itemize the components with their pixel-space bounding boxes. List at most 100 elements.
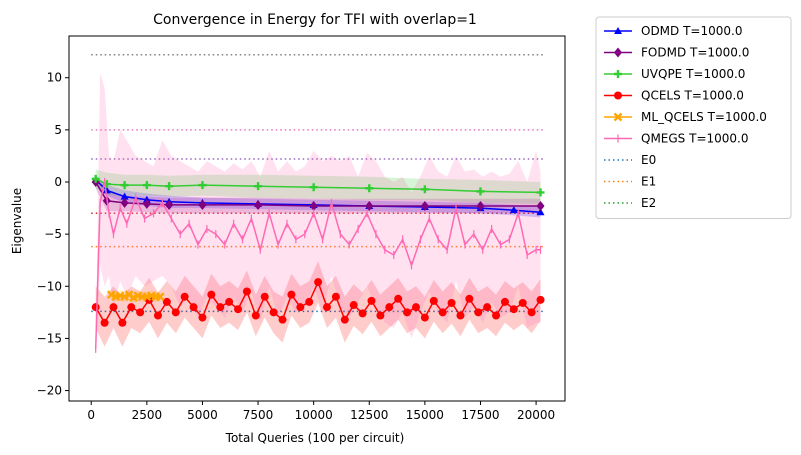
legend-marker bbox=[614, 47, 622, 58]
point-series-3 bbox=[142, 181, 151, 190]
point-series-5 bbox=[120, 292, 129, 302]
band-series-2 bbox=[95, 175, 541, 214]
point-series-3 bbox=[420, 185, 429, 194]
point-series-2 bbox=[536, 200, 545, 211]
point-series-4 bbox=[474, 308, 483, 317]
plot-area bbox=[91, 54, 545, 360]
legend-label: E0 bbox=[641, 153, 656, 167]
legend-label: E2 bbox=[641, 196, 656, 210]
legend-item: ODMD T=1000.0 bbox=[604, 24, 742, 38]
point-series-2 bbox=[254, 199, 263, 210]
point-series-4 bbox=[447, 298, 456, 307]
legend-item: FODMD T=1000.0 bbox=[604, 46, 749, 60]
point-series-4 bbox=[118, 318, 127, 327]
plot-content bbox=[91, 54, 545, 360]
point-series-4 bbox=[314, 278, 323, 287]
point-series-2 bbox=[420, 200, 429, 211]
point-series-4 bbox=[287, 290, 296, 299]
point-series-4 bbox=[225, 297, 234, 306]
point-series-4 bbox=[509, 305, 518, 314]
legend-marker bbox=[614, 27, 622, 34]
x-tick-label: 10000 bbox=[295, 408, 333, 422]
x-tick-label: 20000 bbox=[517, 408, 555, 422]
point-series-4 bbox=[518, 298, 527, 307]
point-series-4 bbox=[109, 303, 118, 312]
point-series-3 bbox=[120, 181, 129, 190]
legend-box bbox=[595, 16, 792, 219]
point-series-3 bbox=[254, 182, 263, 191]
point-series-4 bbox=[100, 318, 109, 327]
point-series-4 bbox=[376, 311, 385, 320]
point-series-4 bbox=[411, 303, 420, 312]
band-series-4 bbox=[95, 261, 541, 347]
x-tick-label: 15000 bbox=[406, 408, 444, 422]
point-series-4 bbox=[251, 311, 260, 320]
point-series-4 bbox=[171, 308, 180, 317]
point-series-4 bbox=[527, 308, 536, 317]
point-series-1 bbox=[536, 208, 545, 216]
point-series-4 bbox=[180, 292, 189, 301]
legend-item: UVQPE T=1000.0 bbox=[604, 67, 745, 81]
point-series-4 bbox=[420, 313, 429, 322]
point-series-4 bbox=[536, 295, 545, 304]
legend-item: QCELS T=1000.0 bbox=[604, 89, 744, 103]
point-series-4 bbox=[358, 309, 367, 318]
point-series-5 bbox=[155, 292, 165, 302]
point-series-4 bbox=[456, 311, 465, 320]
point-series-3 bbox=[165, 182, 174, 191]
x-tick-label: 17500 bbox=[461, 408, 499, 422]
point-series-4 bbox=[207, 290, 216, 299]
point-series-3 bbox=[365, 184, 374, 193]
legend-item: E2 bbox=[604, 196, 656, 210]
point-series-4 bbox=[394, 294, 403, 303]
point-series-1 bbox=[120, 192, 129, 200]
point-series-2 bbox=[309, 200, 318, 211]
axes-frame bbox=[68, 35, 566, 402]
point-series-4 bbox=[385, 303, 394, 312]
point-series-4 bbox=[367, 296, 376, 305]
point-series-4 bbox=[492, 311, 501, 320]
point-series-4 bbox=[127, 303, 136, 312]
point-series-4 bbox=[198, 313, 207, 322]
y-tick-label: 0 bbox=[54, 175, 62, 189]
point-series-1 bbox=[102, 186, 111, 194]
point-series-4 bbox=[331, 292, 340, 301]
point-series-4 bbox=[296, 303, 305, 312]
legend-label: E1 bbox=[641, 175, 656, 189]
point-series-3 bbox=[309, 183, 318, 192]
legend-item: ML_QCELS T=1000.0 bbox=[604, 110, 767, 124]
legend-marker bbox=[614, 91, 622, 100]
point-series-3 bbox=[198, 181, 207, 190]
point-series-4 bbox=[438, 308, 447, 317]
point-series-4 bbox=[465, 294, 474, 303]
point-series-4 bbox=[483, 303, 492, 312]
point-series-4 bbox=[500, 297, 509, 306]
point-series-4 bbox=[429, 296, 438, 305]
legend-label: QMEGS T=1000.0 bbox=[641, 132, 748, 146]
x-tick-label: 7500 bbox=[243, 408, 274, 422]
legend-label: ML_QCELS T=1000.0 bbox=[641, 110, 767, 124]
legend-label: QCELS T=1000.0 bbox=[641, 89, 744, 103]
point-series-4 bbox=[349, 301, 358, 310]
point-series-2 bbox=[120, 197, 129, 208]
x-tick-label: 0 bbox=[87, 408, 95, 422]
y-tick-label: −20 bbox=[37, 384, 62, 398]
chart-title: Convergence in Energy for TFI with overl… bbox=[153, 12, 477, 28]
point-series-2 bbox=[365, 200, 374, 211]
point-series-4 bbox=[403, 308, 412, 317]
point-series-4 bbox=[269, 308, 278, 317]
point-series-4 bbox=[162, 297, 171, 306]
point-series-2 bbox=[198, 199, 207, 210]
point-series-2 bbox=[165, 199, 174, 210]
point-series-4 bbox=[136, 308, 145, 317]
legend-item: QMEGS T=1000.0 bbox=[604, 132, 748, 146]
point-series-4 bbox=[242, 287, 251, 296]
legend-label: ODMD T=1000.0 bbox=[641, 24, 742, 38]
legend: ODMD T=1000.0 FODMD T=1000.0 UVQPE T=1000.… bbox=[595, 16, 792, 219]
point-series-4 bbox=[278, 315, 287, 324]
y-tick-label: 10 bbox=[47, 71, 62, 85]
legend-item: E1 bbox=[604, 175, 656, 189]
point-series-5 bbox=[106, 290, 116, 299]
line-series-6 bbox=[94, 181, 541, 349]
